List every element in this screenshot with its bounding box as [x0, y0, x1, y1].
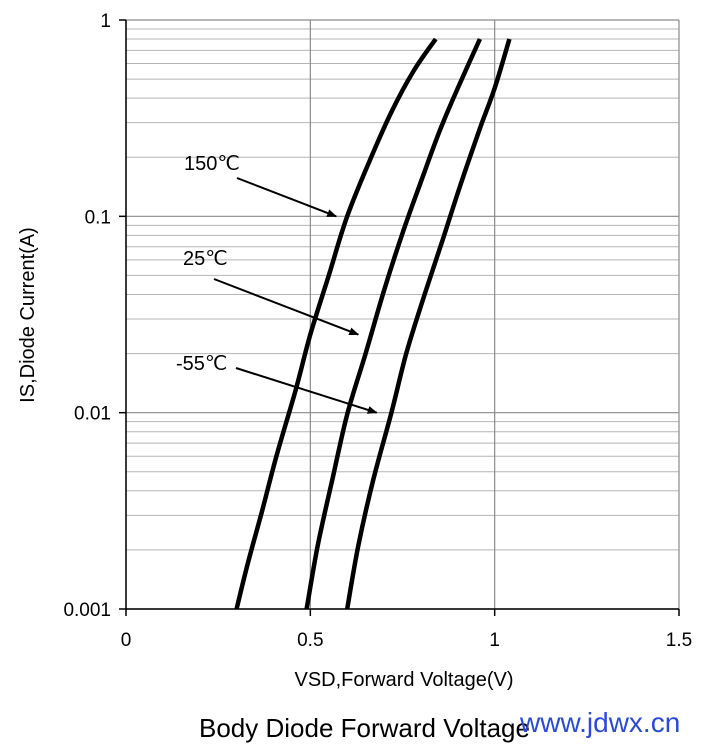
annotation-arrow [236, 177, 338, 218]
annotation-label: 25℃ [183, 248, 228, 270]
x-tick-label: 1 [489, 630, 500, 651]
x-tick-label: 0.5 [297, 630, 323, 651]
x-tick-label: 1.5 [666, 630, 692, 651]
axes [119, 19, 680, 616]
series-line [234, 37, 438, 610]
x-tick-label: 0 [121, 630, 132, 651]
y-tick-label: 0.1 [85, 207, 111, 228]
y-tick-label: 1 [100, 11, 111, 32]
annotation-arrow [235, 367, 378, 414]
chart-caption: Body Diode Forward Voltage [199, 713, 530, 743]
y-tick-label: 0.001 [63, 600, 111, 621]
y-axis-label: IS,Diode Current(A) [17, 227, 39, 403]
watermark: www.jdwx.cn [519, 707, 680, 738]
series-line [304, 38, 482, 610]
series-group [234, 37, 512, 610]
tick-labels: 0 0.5 1 1.5 0.001 0.01 0.1 1 [63, 11, 692, 651]
grid [125, 19, 680, 610]
annotation-arrow [213, 278, 360, 336]
x-axis-label: VSD,Forward Voltage(V) [295, 669, 514, 691]
annotations: 150℃ 25℃ -55℃ [176, 153, 378, 414]
series-line [344, 38, 512, 610]
annotation-label: -55℃ [176, 353, 227, 375]
annotation-label: 150℃ [184, 153, 240, 175]
y-tick-label: 0.01 [74, 404, 111, 425]
